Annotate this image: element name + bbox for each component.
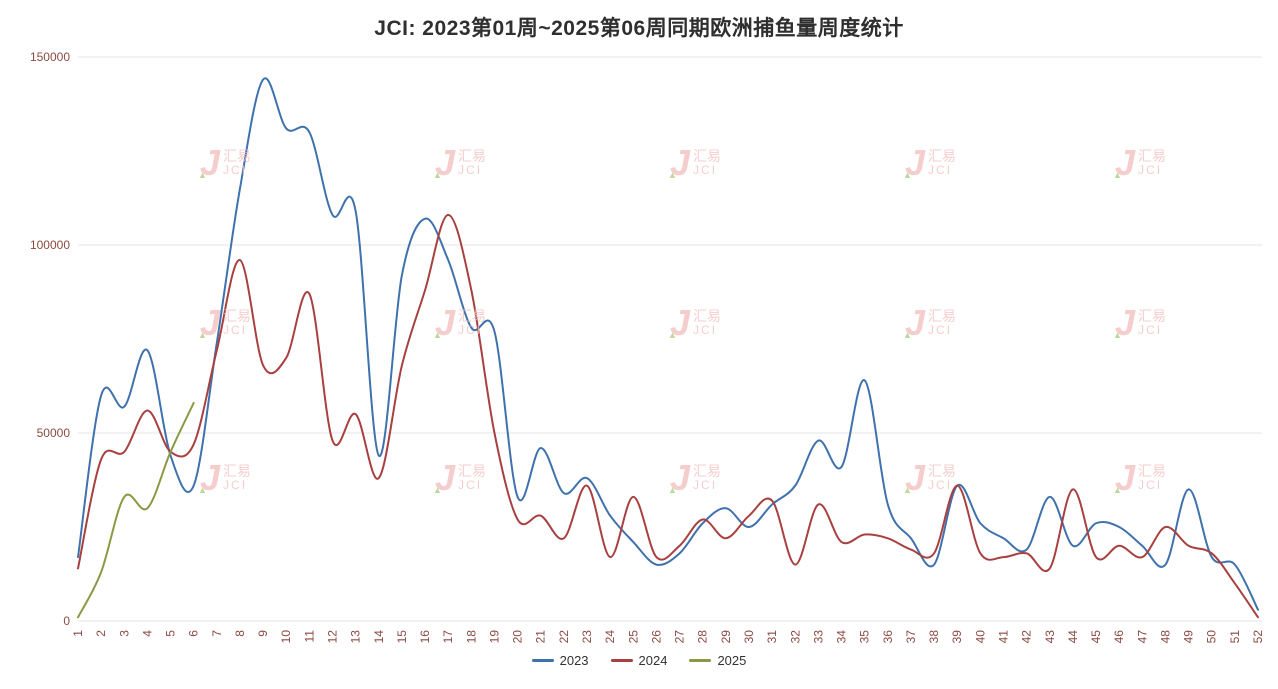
legend-swatch-2025 — [689, 659, 712, 662]
legend-item-2023[interactable]: 2023 — [531, 653, 589, 668]
x-tick-label-16: 16 — [418, 630, 432, 644]
chart-title: JCI: 2023第01周~2025第06周同期欧洲捕鱼量周度统计 — [374, 17, 904, 40]
x-tick-label-44: 44 — [1066, 630, 1080, 644]
x-tick-label-1: 1 — [71, 630, 85, 637]
legend-swatch-2024 — [610, 659, 633, 662]
x-tick-label-38: 38 — [927, 630, 941, 644]
x-tick-label-11: 11 — [302, 630, 316, 643]
x-tick-label-45: 45 — [1089, 630, 1103, 644]
x-tick-label-10: 10 — [279, 630, 293, 644]
x-tick-label-19: 19 — [487, 630, 501, 644]
x-tick-label-6: 6 — [187, 630, 201, 637]
x-tick-label-15: 15 — [395, 630, 409, 644]
legend-item-2025[interactable]: 2025 — [689, 653, 746, 668]
legend-swatch-2023 — [531, 659, 554, 662]
x-tick-label-32: 32 — [788, 630, 802, 644]
legend-label-2025: 2025 — [717, 653, 747, 668]
x-tick-label-21: 21 — [534, 630, 548, 644]
x-tick-label-5: 5 — [164, 630, 178, 637]
x-tick-label-25: 25 — [626, 630, 640, 644]
y-tick-label: 150000 — [30, 50, 70, 64]
legend: 2023 2024 2025 — [0, 653, 1278, 668]
x-tick-label-37: 37 — [904, 630, 918, 644]
x-tick-label-31: 31 — [765, 630, 779, 644]
x-tick-label-29: 29 — [719, 630, 733, 644]
series-line-2023[interactable] — [77, 77, 1259, 611]
legend-label-2023: 2023 — [559, 653, 589, 668]
series-line-2024[interactable] — [77, 213, 1259, 619]
x-tick-label-28: 28 — [696, 630, 710, 644]
x-tick-label-2: 2 — [94, 630, 108, 637]
x-tick-label-36: 36 — [881, 630, 895, 644]
y-tick-label: 100000 — [30, 238, 70, 252]
x-tick-label-48: 48 — [1158, 630, 1172, 644]
x-tick-label-52: 52 — [1251, 630, 1265, 644]
x-tick-label-7: 7 — [210, 630, 224, 637]
x-tick-label-39: 39 — [950, 630, 964, 644]
x-tick-label-9: 9 — [256, 630, 270, 637]
x-tick-label-30: 30 — [742, 630, 756, 644]
x-tick-label-41: 41 — [996, 630, 1010, 644]
x-tick-label-18: 18 — [464, 630, 478, 644]
x-tick-label-40: 40 — [973, 630, 987, 644]
x-tick-label-24: 24 — [603, 630, 617, 644]
y-tick-label: 50000 — [37, 426, 71, 440]
x-tick-label-50: 50 — [1205, 630, 1219, 644]
x-tick-label-4: 4 — [140, 630, 154, 637]
legend-label-2024: 2024 — [638, 653, 668, 668]
x-tick-label-47: 47 — [1135, 630, 1149, 644]
x-tick-label-3: 3 — [117, 630, 131, 637]
x-tick-label-46: 46 — [1112, 630, 1126, 644]
x-tick-label-43: 43 — [1043, 630, 1057, 644]
x-tick-label-20: 20 — [511, 630, 525, 644]
series-line-2025[interactable] — [77, 401, 195, 619]
legend-item-2024[interactable]: 2024 — [610, 653, 668, 668]
x-tick-label-8: 8 — [233, 630, 247, 637]
x-tick-label-12: 12 — [326, 630, 340, 644]
x-tick-label-34: 34 — [835, 630, 849, 644]
x-tick-label-49: 49 — [1182, 630, 1196, 644]
x-tick-label-27: 27 — [673, 630, 687, 644]
x-tick-label-42: 42 — [1020, 630, 1034, 644]
x-tick-label-51: 51 — [1228, 630, 1242, 644]
x-tick-label-14: 14 — [372, 630, 386, 644]
x-tick-label-26: 26 — [649, 630, 663, 644]
x-tick-label-17: 17 — [441, 630, 455, 644]
x-tick-label-22: 22 — [557, 630, 571, 644]
x-tick-label-35: 35 — [858, 630, 872, 644]
x-tick-label-23: 23 — [580, 630, 594, 644]
x-tick-label-13: 13 — [349, 630, 363, 644]
y-tick-label: 0 — [63, 614, 70, 628]
x-tick-label-33: 33 — [811, 630, 825, 644]
